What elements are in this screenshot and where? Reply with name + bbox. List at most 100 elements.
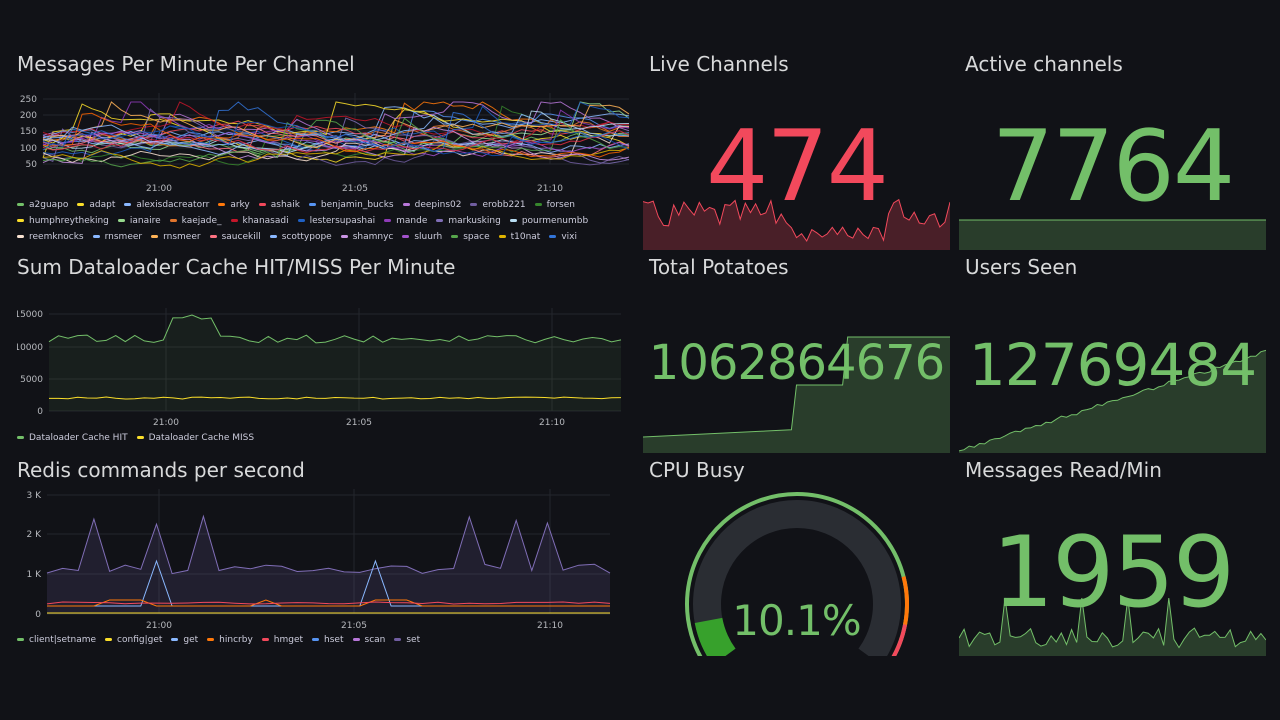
legend-item[interactable]: forsen bbox=[534, 197, 575, 213]
legend-item[interactable]: pourmenumbb bbox=[509, 213, 588, 229]
legend-item[interactable]: Dataloader Cache MISS bbox=[136, 430, 254, 446]
legend-swatch bbox=[384, 219, 392, 222]
legend-label: kaejade_ bbox=[181, 216, 222, 226]
active-channels-value: 7764 bbox=[991, 110, 1235, 224]
gauge-crit-arc bbox=[891, 624, 908, 656]
total-potatoes-value: 1062864676 bbox=[648, 335, 945, 391]
legend-swatch bbox=[549, 235, 557, 238]
legend-item[interactable]: t10nat bbox=[498, 229, 541, 245]
legend-swatch bbox=[470, 203, 478, 206]
sparkline-area bbox=[643, 199, 950, 250]
legend-swatch bbox=[436, 219, 444, 222]
y-tick-label: 10000 bbox=[17, 343, 43, 353]
legend-item[interactable]: benjamin_bucks bbox=[308, 197, 394, 213]
legend-swatch bbox=[312, 638, 320, 641]
legend-item[interactable]: a2guapo bbox=[17, 197, 68, 213]
legend-swatch bbox=[209, 235, 217, 238]
panel-title: Messages Per Minute Per Channel bbox=[17, 52, 355, 76]
gauge-track bbox=[693, 500, 901, 656]
legend-item[interactable]: sluurh bbox=[402, 229, 442, 245]
legend-swatch bbox=[402, 235, 410, 238]
legend-swatch bbox=[261, 638, 269, 641]
dataloader-chart[interactable]: 15000 10000 5000 0 21:00 21:05 21:10 bbox=[17, 255, 632, 430]
legend-item[interactable]: erobb221 bbox=[470, 197, 526, 213]
series-line bbox=[42, 101, 630, 143]
series-line bbox=[42, 124, 630, 157]
dataloader-legend: Dataloader Cache HIT Dataloader Cache MIS… bbox=[17, 430, 629, 446]
legend-swatch bbox=[17, 436, 24, 439]
y-tick-label: 15000 bbox=[17, 310, 43, 320]
legend-item[interactable]: kaejade_ bbox=[169, 213, 222, 229]
legend-item[interactable]: rnsmeer bbox=[92, 229, 142, 245]
y-tick-label: 2 K bbox=[27, 530, 43, 540]
x-tick-label: 21:00 bbox=[146, 621, 172, 631]
legend-item[interactable]: khanasadi bbox=[230, 213, 289, 229]
legend-item[interactable]: scan bbox=[352, 632, 385, 648]
legend-item[interactable]: get bbox=[171, 632, 198, 648]
legend-item[interactable]: hincrby bbox=[207, 632, 253, 648]
cpu-busy-gauge bbox=[685, 492, 909, 656]
panel-title: Active channels bbox=[965, 52, 1123, 76]
legend-item[interactable]: alexisdacreatorr bbox=[124, 197, 209, 213]
legend-item[interactable]: deepins02 bbox=[402, 197, 461, 213]
legend-item[interactable]: shamnyc bbox=[340, 229, 393, 245]
legend-swatch bbox=[297, 219, 305, 222]
legend-swatch bbox=[230, 219, 238, 222]
legend-label: a2guapo bbox=[29, 200, 69, 210]
legend-item[interactable]: yugi2x bbox=[69, 245, 111, 247]
messages-chart[interactable]: 250 200 150 100 50 21:00 21:05 21:10 bbox=[17, 52, 632, 194]
legend-item[interactable]: hset bbox=[312, 632, 344, 648]
legend-item[interactable]: set bbox=[394, 632, 420, 648]
legend-item[interactable]: rnsmeer bbox=[151, 229, 201, 245]
legend-item[interactable]: ianaire bbox=[117, 213, 161, 229]
legend-label: adapt bbox=[89, 200, 116, 210]
legend-item[interactable]: markusking bbox=[436, 213, 501, 229]
legend-item[interactable]: config|get bbox=[105, 632, 162, 648]
series-line bbox=[42, 101, 630, 149]
x-tick-label: 21:00 bbox=[153, 418, 179, 428]
series-line bbox=[42, 130, 630, 154]
legend-item[interactable]: space bbox=[451, 229, 490, 245]
gauge-value-arc bbox=[694, 617, 736, 656]
legend-item[interactable]: client|setname bbox=[17, 632, 96, 648]
redis-commands-panel: Redis commands per second 3 K 2 K 1 K 0 21:0… bbox=[17, 458, 632, 653]
x-tick-label: 21:10 bbox=[537, 184, 563, 194]
series-line-miss bbox=[49, 396, 622, 400]
legend-item[interactable]: mande bbox=[384, 213, 427, 229]
series-line bbox=[42, 112, 630, 158]
legend-item[interactable]: ashaik bbox=[258, 197, 300, 213]
legend-label: erobb221 bbox=[482, 200, 526, 210]
legend-item[interactable]: arky bbox=[218, 197, 250, 213]
gauge-warn-arc bbox=[901, 576, 909, 625]
legend-item[interactable]: yassuo bbox=[17, 245, 60, 247]
legend-swatch bbox=[17, 203, 24, 206]
series-line bbox=[42, 131, 630, 157]
legend-item[interactable]: vixi bbox=[549, 229, 577, 245]
legend-swatch bbox=[151, 235, 159, 238]
legend-item[interactable]: lestersupashai bbox=[297, 213, 375, 229]
legend-swatch bbox=[402, 203, 410, 206]
live-channels-value: 474 bbox=[705, 110, 889, 224]
legend-item[interactable]: reemknocks bbox=[17, 229, 84, 245]
legend-swatch bbox=[352, 638, 360, 641]
legend-label: t10nat bbox=[510, 232, 541, 242]
sparkline-line bbox=[643, 336, 950, 438]
sparkline-line bbox=[643, 198, 950, 243]
series-area bbox=[47, 516, 610, 614]
users-seen-value: 12769484 bbox=[968, 331, 1257, 399]
legend-item[interactable]: saucekill bbox=[209, 229, 261, 245]
legend-swatch bbox=[451, 235, 459, 238]
legend-item[interactable]: hmget bbox=[261, 632, 303, 648]
legend-label: mande bbox=[396, 216, 428, 226]
legend-item[interactable]: adapt bbox=[77, 197, 115, 213]
legend-item[interactable]: humphreytheking bbox=[17, 213, 109, 229]
x-tick-label: 21:05 bbox=[341, 621, 367, 631]
panel-title: Users Seen bbox=[965, 255, 1078, 279]
legend-item[interactable]: Dataloader Cache HIT bbox=[17, 430, 128, 446]
messages-read-sparkline bbox=[959, 597, 1266, 656]
y-tick-label: 50 bbox=[26, 160, 38, 170]
legend-label: config|get bbox=[117, 635, 163, 645]
redis-chart[interactable]: 3 K 2 K 1 K 0 21:00 21:05 21:10 bbox=[17, 458, 632, 633]
legend-item[interactable]: yusuf7n bbox=[121, 245, 169, 247]
legend-item[interactable]: scottypope bbox=[269, 229, 332, 245]
